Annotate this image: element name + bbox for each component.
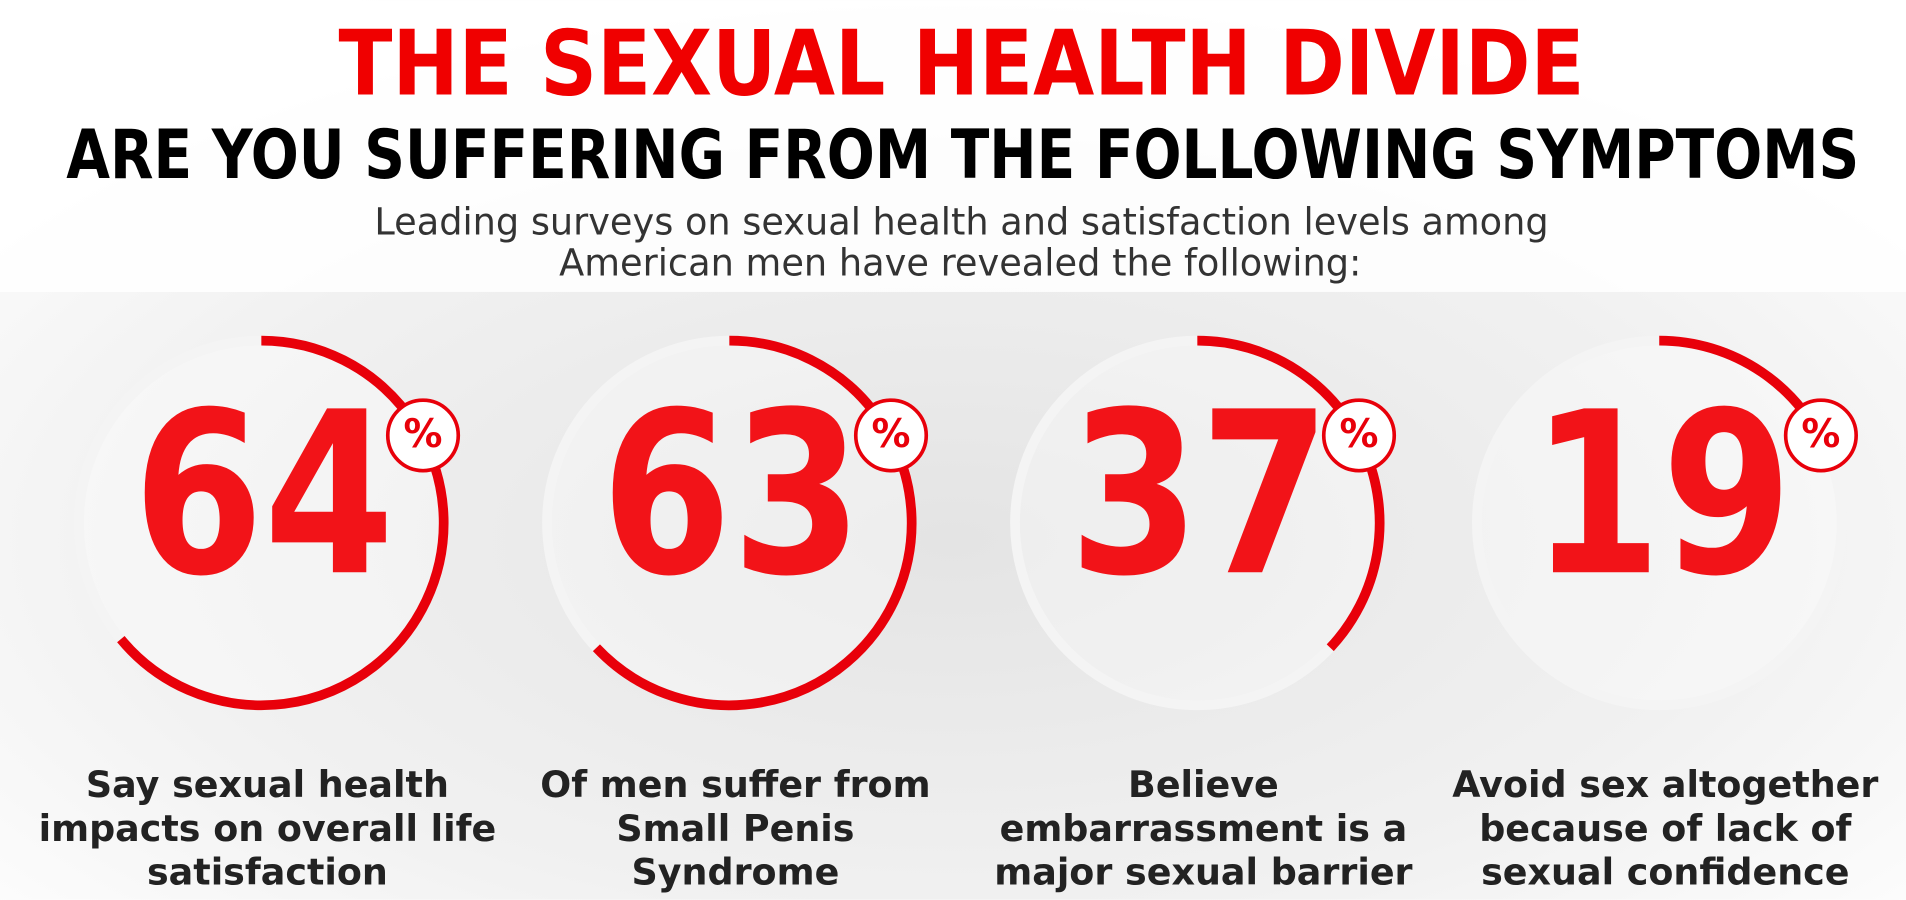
intro-line: American men have revealed the following…: [559, 241, 1361, 285]
stat-caption: impacts on overall life: [39, 807, 497, 850]
percent-badge: [1321, 398, 1397, 473]
stat-caption: embarrassment is a: [1000, 807, 1408, 850]
stat-caption: because of lack of: [1479, 807, 1852, 850]
stat-value: 64: [133, 364, 394, 626]
stat-value: 63: [601, 364, 862, 626]
stat-value: 19: [1531, 364, 1792, 626]
percent-badge: [1783, 398, 1858, 473]
percent-badge: [853, 398, 929, 473]
stat-caption: Believe: [1128, 763, 1279, 806]
stat-caption: major sexual barrier: [994, 851, 1412, 894]
percent-sign: %: [404, 412, 443, 457]
subtitle: ARE YOU SUFFERING FROM THE FOLLOWING SYM…: [66, 116, 1859, 195]
header-bg: [0, 0, 1906, 292]
stat-caption: sexual confidence: [1481, 851, 1849, 894]
percent-sign: %: [1801, 412, 1840, 457]
percent-badge: [385, 398, 461, 473]
stat-caption: Avoid sex altogether: [1452, 763, 1878, 806]
ring-progress: [117, 335, 449, 711]
stat-value: 37: [1069, 364, 1330, 626]
percent-sign: %: [1340, 412, 1379, 457]
ring-progress: [592, 335, 917, 711]
stat-caption: Syndrome: [632, 851, 840, 894]
stat-caption: Of men suffer from: [540, 763, 930, 806]
stat-caption: Small Penis: [616, 807, 854, 850]
stat-caption: satisfaction: [147, 851, 388, 894]
percent-sign: %: [872, 412, 911, 457]
stat-caption: Say sexual health: [86, 763, 449, 806]
title: THE SEXUAL HEALTH DIVIDE: [339, 12, 1585, 116]
intro-line: Leading surveys on sexual health and sat…: [374, 199, 1548, 243]
